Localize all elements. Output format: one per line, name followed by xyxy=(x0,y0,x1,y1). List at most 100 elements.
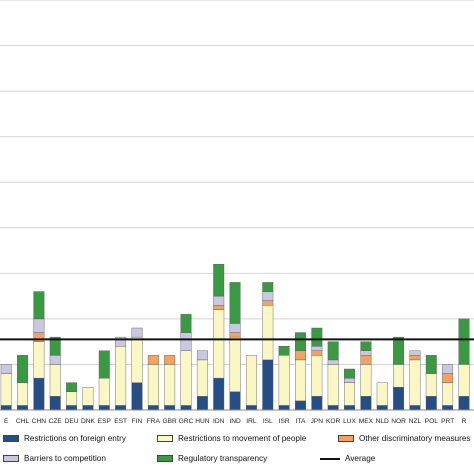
bar-segment-jpn-other-discriminatory-measures xyxy=(311,350,323,356)
bar-segment-esp-regulatory-transparency xyxy=(98,350,110,379)
x-tick-label-nor: NOR xyxy=(391,418,406,425)
legend-item-other-discriminatory: Other discriminatory measures xyxy=(338,434,470,443)
bar-segment-isr-restrictions-on-foreign-entry xyxy=(278,405,290,411)
bar-segment-cze-restrictions-on-foreign-entry xyxy=(49,396,61,411)
bar-segment-r-restrictions-to-movement-of-people xyxy=(458,364,470,397)
bar-segment-irl-restrictions-to-movement-of-people xyxy=(245,355,257,406)
bar-segment-nor-restrictions-on-foreign-entry xyxy=(393,387,405,411)
legend-swatch-movement-of-people xyxy=(157,435,173,442)
bar-segment-isr-regulatory-transparency xyxy=(278,346,290,356)
bar-segment-grc-restrictions-to-movement-of-people xyxy=(180,350,192,406)
bar-segment-fra-restrictions-to-movement-of-people xyxy=(147,364,159,406)
bar-segment-cze-regulatory-transparency xyxy=(49,336,61,356)
x-tick-label-lux: LUX xyxy=(343,418,356,425)
bar-segment-cze-restrictions-to-movement-of-people xyxy=(49,364,61,397)
bar-segment-ind-restrictions-on-foreign-entry xyxy=(229,391,241,411)
x-tick-label-isl: ISL xyxy=(263,418,273,425)
bar-segment-hun-restrictions-on-foreign-entry xyxy=(196,396,208,411)
bar-segment-ita-restrictions-on-foreign-entry xyxy=(295,400,306,411)
bar-segment-nld-restrictions-to-movement-of-people xyxy=(376,382,388,406)
bar-segment-r-restrictions-on-foreign-entry xyxy=(458,396,470,411)
bar-segment-esp-restrictions-on-foreign-entry xyxy=(98,405,110,411)
bar-segment-nld-restrictions-on-foreign-entry xyxy=(376,405,388,411)
bar-segment-ita-regulatory-transparency xyxy=(295,332,306,351)
bar-segment-chl-restrictions-on-foreign-entry xyxy=(17,405,28,411)
bar-segment-deu-restrictions-on-foreign-entry xyxy=(66,405,78,411)
x-tick-label-gbr: GBR xyxy=(163,418,178,425)
bar-segment-gbr-restrictions-to-movement-of-people xyxy=(164,364,176,406)
x-tick-labels: E CHL CHN CZE DEU DNK ESP EST FIN FRA GBR GRC HUN IDN… xyxy=(4,418,467,425)
bar-segment-chn-barriers-to-competition xyxy=(33,318,45,333)
x-tick-label-mex: MEX xyxy=(359,418,374,425)
bar-segment-cze-barriers-to-competition xyxy=(49,355,61,365)
bar-segment-prt-barriers-to-competition xyxy=(442,364,454,374)
x-tick-label-chl: CHL xyxy=(16,418,30,425)
bar-segment-isl-restrictions-to-movement-of-people xyxy=(262,305,274,361)
bar-segment-e-restrictions-to-movement-of-people xyxy=(0,373,12,406)
bar-segment-mex-other-discriminatory-measures xyxy=(360,355,372,365)
bar-segment-prt-restrictions-on-foreign-entry xyxy=(442,405,454,411)
legend-swatch-average xyxy=(320,457,340,460)
legend-label-foreign-entry: Restrictions on foreign entry xyxy=(24,434,126,443)
bar-segment-fra-other-discriminatory-measures xyxy=(147,355,159,365)
bar-segment-fra-restrictions-on-foreign-entry xyxy=(147,405,159,411)
bar-segment-pol-restrictions-on-foreign-entry xyxy=(425,396,437,411)
legend-label-barriers-competition: Barriers to competition xyxy=(24,454,106,463)
legend-item-regulatory-transparency: Regulatory transparency xyxy=(157,454,267,463)
legend-item-average: Average xyxy=(320,454,375,463)
bar-segment-lux-barriers-to-competition xyxy=(344,377,355,383)
legend-swatch-regulatory-transparency xyxy=(157,455,173,462)
x-tick-label-nld: NLD xyxy=(376,418,389,425)
bar-segment-mex-restrictions-on-foreign-entry xyxy=(360,396,372,411)
bar-segment-fin-barriers-to-competition xyxy=(131,327,143,338)
bar-segment-jpn-restrictions-to-movement-of-people xyxy=(311,355,323,397)
x-tick-label-deu: DEU xyxy=(65,418,79,425)
bar-segment-isl-restrictions-on-foreign-entry xyxy=(262,359,274,411)
bar-segment-pol-restrictions-to-movement-of-people xyxy=(425,373,437,397)
bar-segment-chl-restrictions-to-movement-of-people xyxy=(17,382,28,406)
legend-label-average: Average xyxy=(345,454,376,463)
bar-segment-prt-other-discriminatory-measures xyxy=(442,373,454,383)
x-tick-label-esp: ESP xyxy=(98,418,112,425)
x-tick-label-r: R xyxy=(462,418,467,425)
x-tick-label-isr: ISR xyxy=(279,418,290,425)
bar-segment-kor-regulatory-transparency xyxy=(327,341,339,361)
bar-segment-e-barriers-to-competition xyxy=(0,364,12,374)
bar-segment-e-restrictions-on-foreign-entry xyxy=(0,405,12,411)
x-tick-label-fra: FRA xyxy=(147,418,161,425)
x-tick-label-pol: POL xyxy=(425,418,439,425)
x-tick-label-fin: FIN xyxy=(132,418,143,425)
bar-segment-est-restrictions-to-movement-of-people xyxy=(115,346,127,406)
bar-segment-jpn-restrictions-on-foreign-entry xyxy=(311,396,323,411)
bar-segment-est-barriers-to-competition xyxy=(115,336,127,347)
bar-segment-ita-restrictions-to-movement-of-people xyxy=(295,359,306,402)
legend: Restrictions on foreign entry Restrictio… xyxy=(0,430,474,474)
bar-segment-isr-restrictions-to-movement-of-people xyxy=(278,355,290,406)
bar-segment-deu-regulatory-transparency xyxy=(66,382,78,392)
bar-segment-ind-other-discriminatory-measures xyxy=(229,332,241,338)
stacked-bar-chart: E CHL CHN CZE DEU DNK ESP EST FIN FRA GBR GRC HUN IDN… xyxy=(0,0,474,425)
bar-segment-dnk-restrictions-on-foreign-entry xyxy=(82,405,94,411)
bar-segment-grc-restrictions-on-foreign-entry xyxy=(180,405,192,411)
legend-swatch-other-discriminatory xyxy=(338,435,354,442)
legend-swatch-barriers-competition xyxy=(3,455,19,462)
bar-segment-lux-restrictions-to-movement-of-people xyxy=(344,382,355,406)
bar-segment-isl-barriers-to-competition xyxy=(262,291,274,301)
bar-segment-est-restrictions-on-foreign-entry xyxy=(115,405,127,411)
bar-segment-lux-regulatory-transparency xyxy=(344,368,355,379)
x-tick-label-kor: KOR xyxy=(326,418,341,425)
legend-swatch-foreign-entry xyxy=(3,435,19,442)
bar-segment-grc-barriers-to-competition xyxy=(180,332,192,351)
x-tick-label-dnk: DNK xyxy=(81,418,96,425)
bar-segment-kor-barriers-to-competition xyxy=(327,359,339,365)
bar-segment-dnk-restrictions-to-movement-of-people xyxy=(82,387,94,406)
bar-segment-ind-barriers-to-competition xyxy=(229,323,241,333)
bar-segment-kor-restrictions-to-movement-of-people xyxy=(327,364,339,406)
x-tick-label-cze: CZE xyxy=(49,418,63,425)
bar-segment-nzl-other-discriminatory-measures xyxy=(409,355,421,361)
bar-segment-fin-restrictions-on-foreign-entry xyxy=(131,382,143,411)
x-tick-label-grc: GRC xyxy=(179,418,194,425)
legend-label-regulatory-transparency: Regulatory transparency xyxy=(178,454,268,463)
bar-segment-idn-regulatory-transparency xyxy=(213,264,225,297)
bar-segment-gbr-other-discriminatory-measures xyxy=(164,355,176,365)
